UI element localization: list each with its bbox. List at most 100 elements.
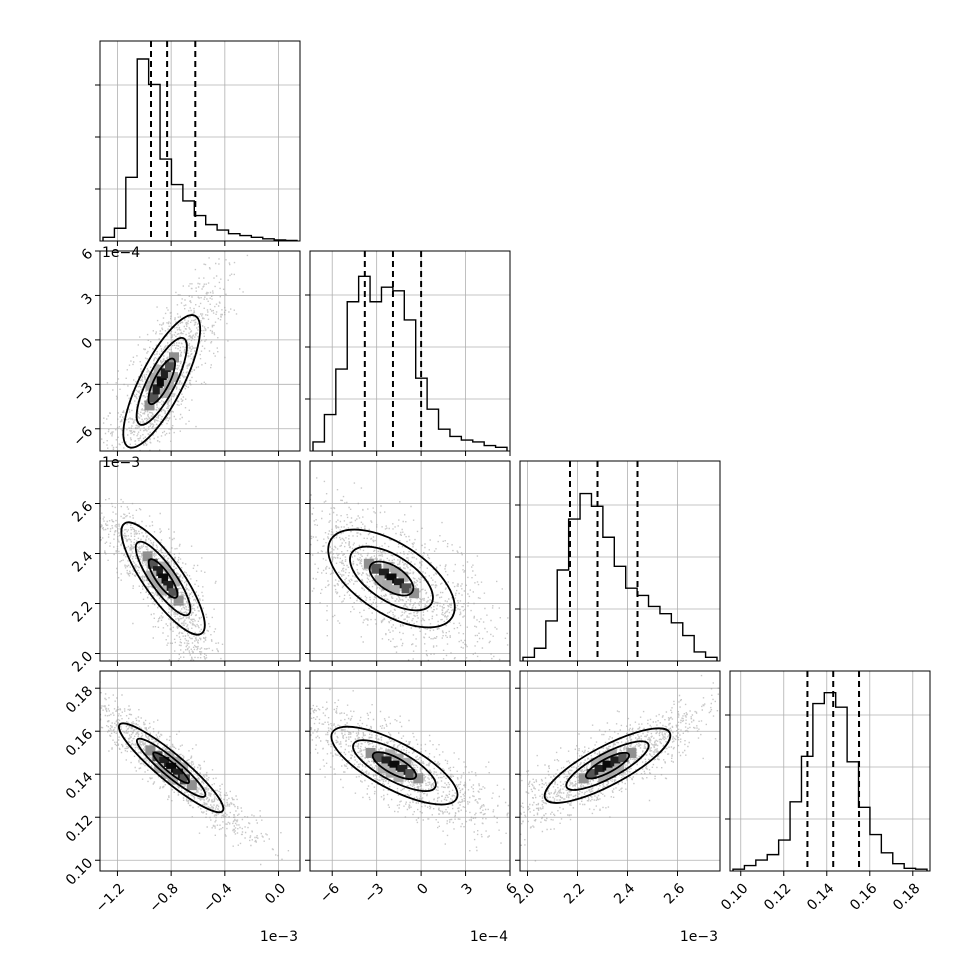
- density-cell: [166, 762, 177, 773]
- y-tick-label: 2.2: [69, 598, 96, 625]
- x-tick-label: 0.10: [718, 880, 751, 913]
- density-cell: [578, 773, 589, 784]
- contour-level-2: [118, 722, 225, 814]
- x-tick-label: 0.0: [262, 880, 289, 907]
- x-tick-label: 3: [459, 880, 477, 898]
- histogram-panel-0: [95, 40, 301, 246]
- y-tick-label: −6: [70, 424, 96, 450]
- y-tick-label: 3: [79, 290, 97, 308]
- density-cell: [374, 575, 385, 586]
- density-cell: [168, 588, 179, 599]
- contour-level-1: [565, 740, 650, 791]
- x-tick-label: −6: [317, 880, 343, 906]
- density-cell: [173, 768, 184, 779]
- density-cell: [382, 580, 393, 591]
- density-cell: [598, 753, 609, 764]
- panel-frame: [729, 670, 931, 872]
- panel-frame: [99, 670, 301, 872]
- contour-level-2: [120, 521, 206, 636]
- x-tick-label: 2.6: [661, 880, 688, 907]
- contour-level-0: [368, 560, 415, 597]
- histogram-step: [522, 492, 718, 661]
- density-cell: [610, 756, 621, 767]
- density-cell: [169, 352, 180, 363]
- scatter-points: [310, 477, 510, 661]
- contour-level-1: [135, 336, 188, 426]
- density-cell: [167, 371, 178, 382]
- density-cell: [152, 751, 163, 762]
- scatter-panel-1-0: [95, 250, 301, 456]
- density-cell: [398, 571, 409, 582]
- density-cell: [142, 551, 153, 562]
- scatter-dots: [310, 477, 510, 661]
- panel-frame: [99, 460, 301, 662]
- density-cell: [156, 585, 167, 596]
- scatter-dots: [100, 498, 224, 661]
- y-tick-label: 0.12: [63, 812, 96, 845]
- density-cell: [373, 752, 384, 763]
- panel-frame: [309, 670, 511, 872]
- density-cell: [378, 568, 389, 579]
- density-cell: [145, 380, 156, 391]
- density-cells: [363, 558, 420, 599]
- histogram-step: [312, 275, 508, 451]
- density-cell: [386, 573, 397, 584]
- x-tick-label: −3: [362, 880, 388, 906]
- x-offset-label: 1e−4: [470, 929, 508, 945]
- x-tick-label: 0.18: [890, 880, 923, 913]
- contour-level-2: [327, 528, 456, 629]
- y-tick-label: 0.10: [63, 855, 96, 888]
- x-tick-label: 0: [414, 880, 432, 898]
- density-cell: [151, 578, 162, 589]
- contour-level-2: [330, 725, 459, 806]
- density-cell: [159, 561, 170, 572]
- scatter-panel-2-1: [305, 460, 511, 666]
- density-cell: [401, 583, 412, 594]
- density-cell: [173, 595, 184, 606]
- density-cell: [169, 576, 180, 587]
- y-offset-label: 1e−4: [102, 245, 140, 261]
- density-cell: [156, 376, 167, 387]
- scatter-points: [100, 498, 224, 661]
- density-cell: [394, 578, 405, 589]
- density-cell: [153, 364, 164, 375]
- contour-level-0: [371, 751, 418, 781]
- density-cell: [602, 760, 613, 771]
- density-cell: [164, 568, 175, 579]
- density-cell: [594, 764, 605, 775]
- contour-level-0: [147, 558, 179, 599]
- scatter-panel-3-2: [515, 670, 721, 876]
- density-cell: [606, 767, 617, 778]
- density-cell: [158, 573, 169, 584]
- scatter-points: [100, 254, 249, 451]
- density-cells: [144, 352, 180, 411]
- histogram-step: [732, 691, 928, 871]
- y-tick-label: −3: [70, 379, 96, 405]
- x-tick-label: 0.12: [761, 880, 794, 913]
- panel-frame: [99, 40, 301, 242]
- density-cell: [152, 384, 163, 395]
- density-cell: [159, 388, 170, 399]
- density-cell: [145, 745, 156, 756]
- scatter-panel-3-0: [95, 670, 301, 876]
- density-cell: [159, 756, 170, 767]
- density-cells: [578, 747, 637, 784]
- panel-frame: [99, 250, 301, 452]
- density-cell: [148, 392, 159, 403]
- density-cell: [164, 360, 175, 371]
- density-cell: [146, 570, 157, 581]
- contour-level-1: [134, 540, 192, 617]
- histogram-panel-3: [725, 670, 931, 876]
- density-cell: [144, 400, 155, 411]
- density-cell: [397, 764, 408, 775]
- x-tick-label: 2.4: [611, 880, 638, 907]
- density-cell: [389, 585, 400, 596]
- contour-level-1: [352, 739, 437, 792]
- contour-level-2: [543, 727, 672, 804]
- panel-frame: [519, 460, 721, 662]
- histogram-panel-2: [515, 460, 721, 666]
- density-cell: [147, 558, 158, 569]
- density-cell: [405, 769, 416, 780]
- density-cell: [590, 757, 601, 768]
